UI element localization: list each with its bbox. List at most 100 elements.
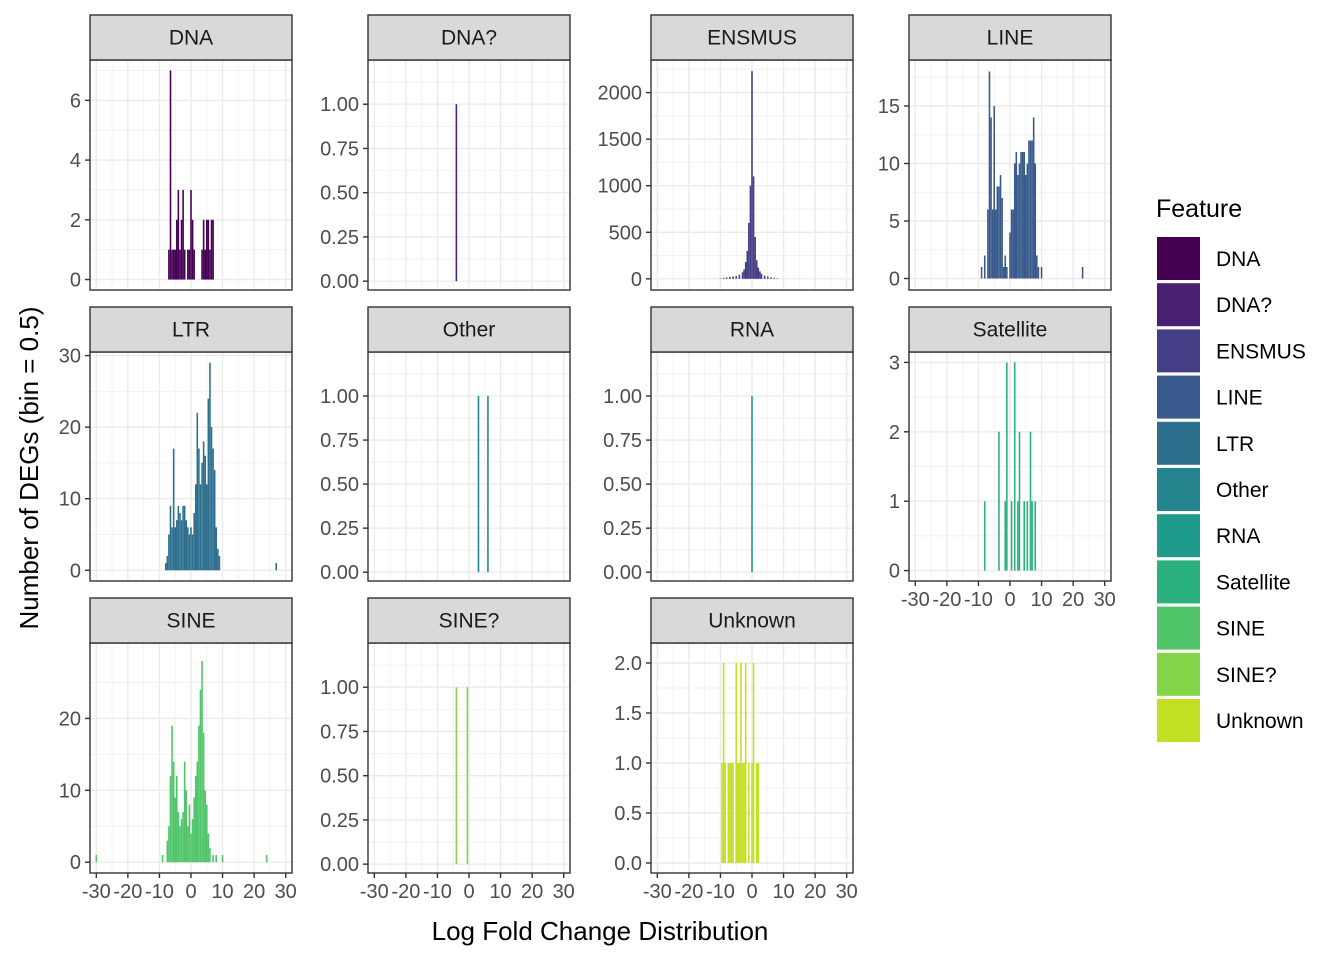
bar xyxy=(1015,152,1018,279)
bar xyxy=(179,513,181,571)
bar xyxy=(172,448,175,571)
y-tick-label: 0.25 xyxy=(320,518,359,540)
legend-swatch-sine xyxy=(1157,652,1200,696)
bar xyxy=(752,663,755,863)
facet-strip xyxy=(650,14,854,61)
x-tick-label: 30 xyxy=(275,881,297,903)
y-tick-label: 1.00 xyxy=(320,677,359,699)
bar xyxy=(721,763,723,863)
bar xyxy=(477,396,480,573)
y-tick-label: 1000 xyxy=(598,176,643,198)
bar xyxy=(201,249,203,280)
bar xyxy=(729,763,731,863)
bar xyxy=(752,176,755,279)
bar xyxy=(177,189,180,280)
bar xyxy=(990,117,992,279)
panel-ensmus: ENSMUS 0 500 1000 1500 2000 xyxy=(598,14,854,291)
bar xyxy=(737,763,739,863)
facet-strip xyxy=(89,14,293,61)
legend-swatch-other xyxy=(1157,468,1200,511)
bar xyxy=(1023,152,1025,279)
bar xyxy=(213,470,216,571)
y-tick-label: 0.50 xyxy=(320,183,359,205)
x-tick-label: 10 xyxy=(1030,589,1052,611)
bar xyxy=(174,249,177,280)
bar xyxy=(166,555,169,571)
x-tick-label: 20 xyxy=(804,881,826,903)
bar xyxy=(199,689,202,863)
bar xyxy=(1013,163,1016,279)
bar xyxy=(1010,209,1013,279)
legend-label-satellite: Satellite xyxy=(1216,571,1291,594)
y-tick-label: 15 xyxy=(878,96,900,118)
bar xyxy=(217,548,219,571)
x-tick-label: -20 xyxy=(391,881,420,903)
bar xyxy=(179,826,181,863)
y-tick-label: 0.75 xyxy=(320,430,359,452)
bar xyxy=(1009,232,1011,279)
bar xyxy=(738,763,741,863)
bar xyxy=(209,249,211,280)
bar xyxy=(988,71,991,279)
bar xyxy=(743,763,745,863)
facet-strip xyxy=(367,306,571,353)
x-tick-label: -10 xyxy=(145,881,174,903)
legend-label-ensmus: ENSMUS xyxy=(1216,340,1306,363)
bar xyxy=(183,249,186,280)
y-tick-label: 0 xyxy=(70,560,81,582)
bar xyxy=(196,761,199,863)
bar xyxy=(193,513,195,571)
bar xyxy=(176,520,178,571)
y-tick-label: 0.25 xyxy=(603,518,642,540)
bar xyxy=(207,219,210,280)
facet-strip-label: DNA? xyxy=(441,27,497,50)
bar xyxy=(1018,163,1021,279)
bar xyxy=(776,278,779,279)
bar xyxy=(763,275,766,279)
bar xyxy=(174,527,177,571)
bar xyxy=(741,763,744,863)
x-tick-label: -10 xyxy=(706,881,735,903)
bar xyxy=(179,249,181,280)
bar xyxy=(455,687,458,865)
bar xyxy=(727,763,730,863)
panel-rna: RNA 0.00 0.25 0.50 0.75 1.00 xyxy=(603,306,854,584)
x-tick-label: 10 xyxy=(211,881,233,903)
legend-swatch-dna xyxy=(1157,237,1200,280)
y-tick-label: 1.00 xyxy=(603,386,642,408)
facet-strip-label: Other xyxy=(443,319,496,342)
legend-swatch-rna xyxy=(1157,514,1200,558)
bar xyxy=(198,725,200,863)
y-tick-label: 1.00 xyxy=(320,94,359,116)
facet-strip xyxy=(89,306,293,353)
x-tick-label: 20 xyxy=(1062,589,1084,611)
bar xyxy=(995,209,997,279)
bar xyxy=(205,219,208,280)
facet-strip-label: SINE? xyxy=(439,610,500,633)
x-tick-label: 30 xyxy=(553,881,575,903)
bar xyxy=(201,660,203,863)
legend-label-sine: SINE? xyxy=(1216,664,1277,687)
bar xyxy=(1006,362,1008,571)
bar xyxy=(1029,140,1032,279)
bar xyxy=(487,396,489,573)
bar xyxy=(201,462,203,571)
y-tick-label: 0.75 xyxy=(320,138,359,160)
bar xyxy=(1006,267,1008,279)
legend-title: Feature xyxy=(1156,195,1242,223)
bar xyxy=(732,763,734,863)
facet-strip xyxy=(908,306,1112,353)
bar xyxy=(996,186,999,279)
bar xyxy=(998,431,1000,571)
panel-satellite: Satellite 0 1 2 3 -30 -20 -10 0 10 20 30 xyxy=(889,306,1116,611)
bar xyxy=(741,272,744,279)
panel-other: Other 0.00 0.25 0.50 0.75 1.00 xyxy=(320,306,571,584)
bar xyxy=(755,763,758,863)
bar xyxy=(275,563,278,571)
y-tick-label: 5 xyxy=(889,211,900,233)
bar xyxy=(746,250,749,279)
bar xyxy=(998,186,1000,279)
bar xyxy=(1017,501,1019,571)
y-tick-label: 20 xyxy=(59,708,81,730)
facet-strip xyxy=(367,597,571,644)
